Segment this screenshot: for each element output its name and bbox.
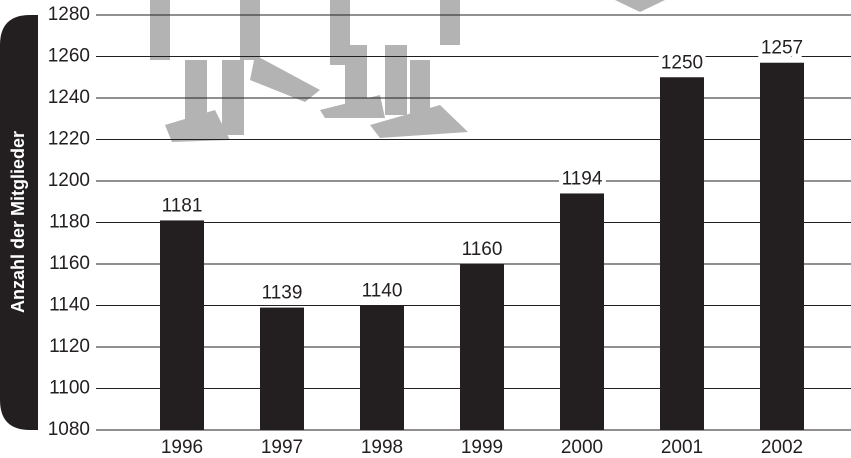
- y-tick-label: 1180: [49, 212, 90, 233]
- y-tick-label: 1100: [49, 378, 90, 399]
- y-tick-label: 1140: [49, 295, 90, 316]
- y-tick-label: 1120: [49, 336, 90, 357]
- bar: [360, 305, 404, 430]
- x-tick-label: 1996: [161, 437, 203, 458]
- value-label: 1140: [362, 281, 403, 302]
- y-tick-label: 1080: [48, 419, 90, 440]
- x-tick-label: 2000: [561, 437, 603, 458]
- background-figures: [150, 0, 665, 142]
- bar: [560, 193, 604, 430]
- x-tick-label: 2002: [761, 437, 803, 458]
- y-tick-label: 1220: [48, 129, 90, 150]
- value-label: 1181: [162, 195, 203, 216]
- bar: [260, 307, 304, 430]
- bar: [460, 264, 504, 430]
- value-label: 1194: [562, 168, 603, 189]
- value-label: 1139: [262, 283, 303, 304]
- y-tick-label: 1200: [48, 170, 90, 191]
- y-tick-label: 1260: [48, 46, 90, 67]
- x-tick-label: 1999: [461, 437, 503, 458]
- bar: [760, 62, 804, 430]
- y-tick-label: 1240: [48, 87, 90, 108]
- bar: [660, 77, 704, 430]
- y-tick-label: 1280: [48, 4, 90, 25]
- y-label-box: [0, 15, 38, 430]
- value-label: 1160: [462, 239, 503, 260]
- value-label: 1250: [661, 52, 703, 73]
- x-tick-label: 1998: [361, 437, 403, 458]
- bar: [160, 220, 204, 430]
- y-tick-label: 1160: [49, 253, 90, 274]
- x-tick-label: 1997: [261, 437, 303, 458]
- x-tick-label: 2001: [661, 437, 703, 458]
- y-axis-label: Anzahl der Mitglieder: [8, 131, 28, 313]
- value-label: 1257: [761, 38, 803, 59]
